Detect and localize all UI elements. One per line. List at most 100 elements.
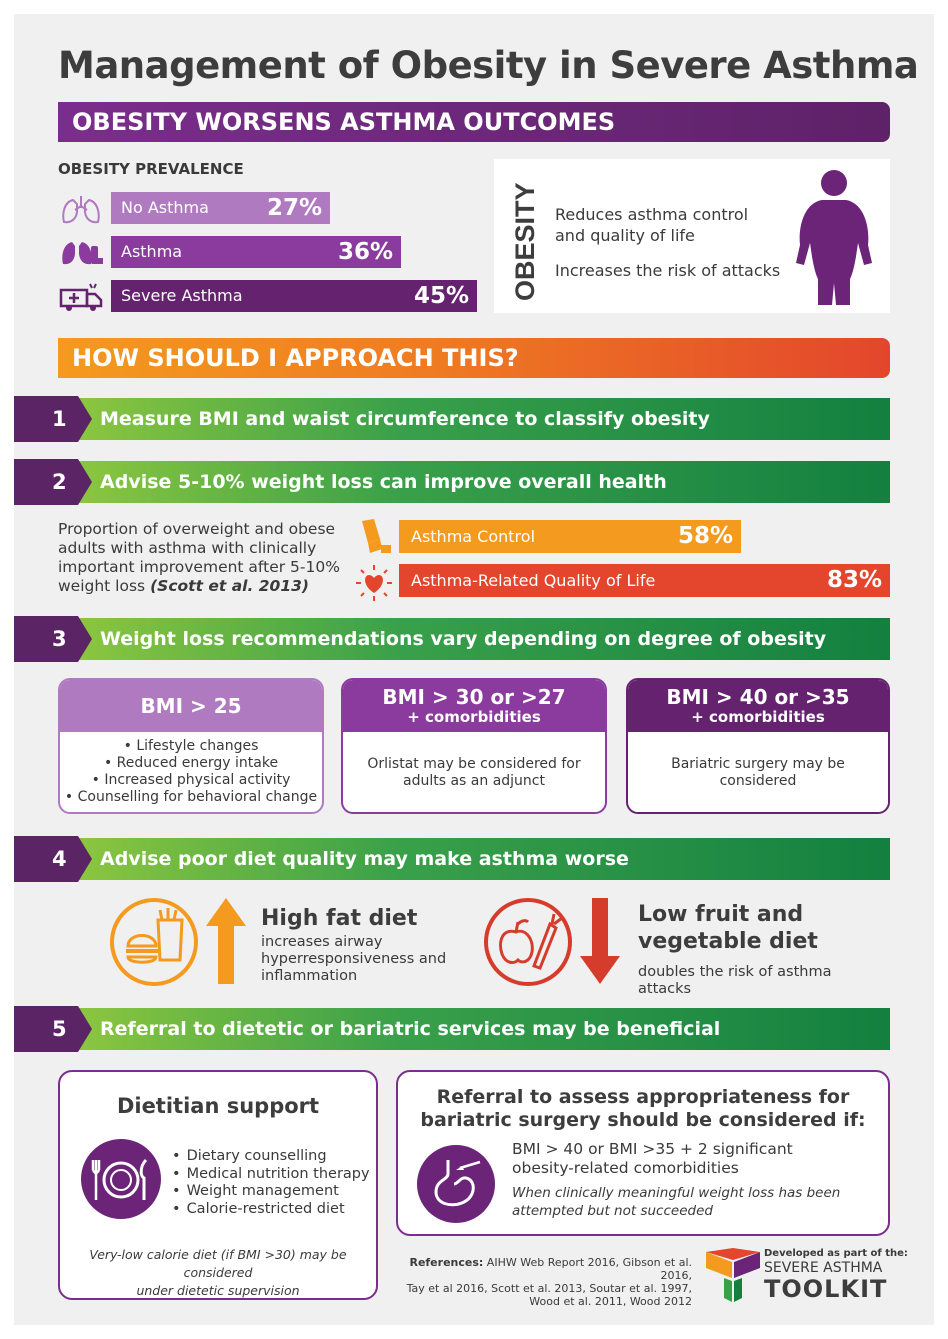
bariatric-criteria-a: BMI > 40 or BMI >35 + 2 significant [512,1140,793,1158]
prevalence-value: 27% [266,195,322,221]
fruit-vegetable-drawing [499,913,563,970]
step-2-citation: (Scott et al. 2013) [150,577,309,595]
bariatric-box: Referral to assess appropriateness for b… [396,1070,890,1236]
outcomes-banner: OBESITY WORSENS ASTHMA OUTCOMES [58,102,890,142]
dietitian-note-b: under dietetic supervision [136,1283,300,1298]
bar-value: 58% [677,523,733,549]
step-4-number: 4 [14,836,92,882]
references: References: AIHW Web Report 2016, Gibson… [406,1256,692,1308]
step-5-bar: Referral to dietetic or bariatric servic… [76,1008,890,1050]
lungs-outline-icon [62,196,100,224]
bar-label: Asthma-Related Quality of Life [411,571,656,590]
bariatric-note-b: attempted but not succeeded [512,1203,713,1219]
bariatric-title-a: Referral to assess appropriateness for [436,1086,850,1108]
toolkit-developed: Developed as part of the: [764,1248,908,1259]
arrow-up-icon [206,898,246,984]
card-body: • Lifestyle changes • Reduced energy int… [60,732,322,806]
prevalence-value: 45% [413,283,469,309]
card-heading-sub: + comorbidities [407,708,541,726]
stomach-surgery-icon [417,1145,495,1223]
dietitian-item: Calorie-restricted diet [172,1201,372,1219]
ambulance-icon [59,283,103,311]
bariatric-note: When clinically meaningful weight loss h… [512,1184,882,1220]
dietitian-list: Dietary counselling Medical nutrition th… [172,1148,372,1218]
step-1-number: 1 [14,396,92,442]
high-fat-title: High fat diet [261,906,418,931]
toolkit-brand: Developed as part of the: SEVERE ASTHMA … [764,1248,934,1302]
dietitian-item: Medical nutrition therapy [172,1166,372,1184]
card-item: • Counselling for behavioral change [64,789,318,805]
fruit-vegetable-icon [484,898,572,986]
references-line-1: References: AIHW Web Report 2016, Gibson… [406,1256,692,1282]
bar-label: Asthma Control [411,527,536,546]
low-fruit-title-a: Low fruit and [638,902,804,927]
fast-food-icon [110,898,198,986]
prevalence-label: No Asthma [121,198,209,217]
card-body: Bariatric surgery may be considered [671,756,845,789]
toolkit-line-1: SEVERE ASTHMA [764,1260,883,1276]
bar-value: 83% [826,567,882,593]
references-label: References: [409,1256,484,1269]
bmi-card-30: BMI > 30 or >27 + comorbidities Orlistat… [341,678,607,814]
infographic: Management of Obesity in Severe Asthma O… [14,14,934,1325]
step-2-number: 2 [14,459,92,505]
low-fruit-text: doubles the risk of asthma attacks [638,964,832,997]
obesity-effect-1: Reduces asthma control and quality of li… [555,204,748,246]
quality-of-life-bar: Asthma-Related Quality of Life 83% [399,564,890,597]
bariatric-criteria-b: obesity-related comorbidities [512,1159,739,1177]
card-heading: BMI > 40 or >35 + comorbidities [628,680,888,732]
bmi-card-40: BMI > 40 or >35 + comorbidities Bariatri… [626,678,890,814]
dietitian-note-a: Very-low calorie diet (if BMI >30) may b… [89,1247,347,1280]
high-fat-text: increases airway hyperresponsiveness and… [261,934,447,984]
plate-cutlery-icon [81,1139,161,1219]
prevalence-heading: OBESITY PREVALENCE [58,160,244,178]
fast-food-drawing [126,908,184,964]
references-line-1-text: AIHW Web Report 2016, Gibson et al. 2016… [486,1256,692,1282]
bmi-card-25: BMI > 25 • Lifestyle changes • Reduced e… [58,678,324,814]
card-item: • Increased physical activity [91,772,291,788]
step-1-bar: Measure BMI and waist circumference to c… [76,398,890,440]
card-heading-sub: + comorbidities [691,708,825,726]
prevalence-label: Severe Asthma [121,286,243,305]
obesity-effect-2: Increases the risk of attacks [555,261,781,280]
toolkit-logo-icon [706,1248,760,1302]
obesity-effect-1a: Reduces asthma control [555,205,749,224]
step-5-number: 5 [14,1006,92,1052]
step-2-description: Proportion of overweight and obese adult… [58,520,348,596]
dietitian-item: Weight management [172,1183,372,1201]
obese-person-icon [796,170,872,305]
card-heading: BMI > 25 [60,680,322,732]
low-fruit-title-b: vegetable diet [638,929,818,954]
prevalence-label: Asthma [121,242,183,261]
step-3-bar: Weight loss recommendations vary dependi… [76,618,890,660]
obesity-vertical-label: OBESITY [510,182,540,301]
arrow-down-icon [580,898,620,984]
inhaler-icon [362,519,391,553]
bariatric-note-a: When clinically meaningful weight loss h… [512,1185,841,1201]
bariatric-title-b: bariatric surgery should be considered i… [420,1109,866,1131]
dietitian-box: Dietitian support Dietary counselling Me… [58,1070,378,1300]
card-heading-main: BMI > 40 or >35 [666,685,850,709]
card-heading: BMI > 30 or >27 + comorbidities [343,680,605,732]
card-item: • Lifestyle changes [123,738,259,754]
bariatric-criteria: BMI > 40 or BMI >35 + 2 significant obes… [512,1140,882,1178]
toolkit-line-2: TOOLKIT [764,1275,888,1303]
obesity-effects-box: OBESITY Reduces asthma control and quali… [494,159,890,313]
obesity-effect-1b: and quality of life [555,226,695,245]
references-line-3: Wood et al. 2011, Wood 2012 [529,1295,692,1308]
card-item: • Reduced energy intake [103,755,279,771]
low-fruit-title: Low fruit and vegetable diet [638,901,818,955]
dietitian-note: Very-low calorie diet (if BMI >30) may b… [60,1246,376,1300]
card-body: Orlistat may be considered for adults as… [367,756,581,789]
lungs-inhaler-icon [62,242,103,265]
page-title: Management of Obesity in Severe Asthma [58,44,919,87]
step-3-number: 3 [14,616,92,662]
prevalence-value: 36% [337,239,393,265]
card-heading-main: BMI > 30 or >27 [382,685,566,709]
step-4-bar: Advise poor diet quality may make asthma… [76,838,890,880]
dietitian-title: Dietitian support [116,1094,320,1118]
prevalence-bar-asthma: Asthma 36% [111,236,401,268]
heart-icon [356,565,392,601]
prevalence-bar-severe-asthma: Severe Asthma 45% [111,280,477,312]
dietitian-item: Dietary counselling [172,1148,372,1166]
